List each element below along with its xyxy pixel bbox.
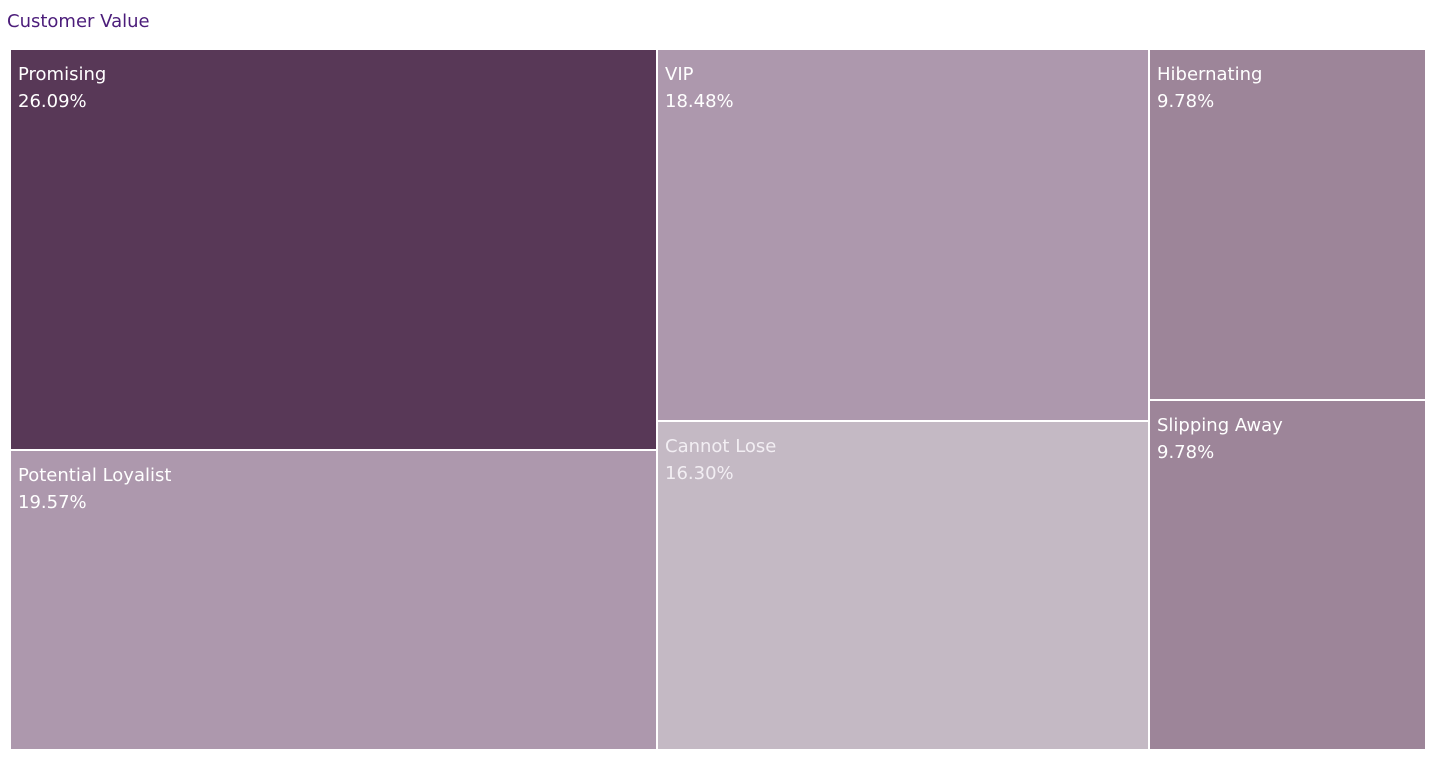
treemap-tile-hibernating[interactable]: Hibernating 9.78% [1149,49,1426,400]
treemap-tile-slipping-away[interactable]: Slipping Away 9.78% [1149,400,1426,750]
treemap-chart: Promising 26.09% Potential Loyalist 19.57% V… [10,49,1426,750]
treemap-tile-label: Slipping Away 9.78% [1157,412,1283,466]
treemap-tile-cannot-lose[interactable]: Cannot Lose 16.30% [657,421,1149,750]
tile-category-name: Hibernating [1157,64,1263,85]
tile-percent-value: 9.78% [1157,91,1215,112]
treemap-tile-label: Promising 26.09% [18,61,106,115]
treemap-tile-potential-loyalist[interactable]: Potential Loyalist 19.57% [10,450,657,750]
tile-category-name: Cannot Lose [665,436,777,457]
treemap-tile-promising[interactable]: Promising 26.09% [10,49,657,450]
treemap-tile-label: Hibernating 9.78% [1157,61,1262,115]
tile-percent-value: 9.78% [1157,442,1215,463]
tile-category-name: Promising [18,64,107,85]
tile-percent-value: 26.09% [18,91,87,112]
treemap-tile-vip[interactable]: VIP 18.48% [657,49,1149,421]
treemap-tile-label: Cannot Lose 16.30% [665,433,776,487]
treemap-tile-label: Potential Loyalist 19.57% [18,462,171,516]
treemap-tile-label: VIP 18.48% [665,61,734,115]
tile-category-name: VIP [665,64,694,85]
chart-title: Customer Value [7,11,150,32]
tile-percent-value: 16.30% [665,463,734,484]
tile-category-name: Potential Loyalist [18,465,172,486]
tile-percent-value: 18.48% [665,91,734,112]
tile-percent-value: 19.57% [18,492,87,513]
tile-category-name: Slipping Away [1157,415,1283,436]
